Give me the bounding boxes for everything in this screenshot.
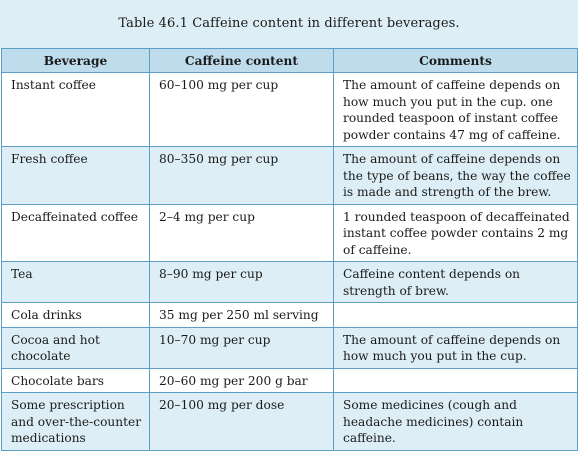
- table-row: Decaffeinated coffee 2–4 mg per cup 1 ro…: [1, 203, 578, 262]
- comments-cell: The amount of caffeine depends on the ty…: [333, 146, 578, 205]
- caffeine-cell: 10–70 mg per cup: [149, 326, 334, 369]
- table-row: Cocoa and hot chocolate 10–70 mg per cup…: [1, 326, 578, 369]
- comments-cell: [333, 367, 578, 393]
- comments-cell: The amount of caffeine depends on how mu…: [333, 72, 578, 147]
- table-body: Instant coffee 60–100 mg per cup The amo…: [1, 72, 578, 451]
- caffeine-cell: 60–100 mg per cup: [149, 72, 334, 147]
- comments-cell: [333, 302, 578, 328]
- comments-cell: The amount of caffeine depends on how mu…: [333, 326, 578, 369]
- caffeine-cell: 2–4 mg per cup: [149, 203, 334, 262]
- caffeine-cell: 20–100 mg per dose: [149, 392, 334, 451]
- header-caffeine-content: Caffeine content: [149, 48, 334, 73]
- beverage-cell: Tea: [1, 261, 150, 303]
- caffeine-cell: 8–90 mg per cup: [149, 261, 334, 303]
- table-row: Some prescription and over-the-counter m…: [1, 392, 578, 451]
- beverage-cell: Chocolate bars: [1, 367, 150, 393]
- header-comments: Comments: [333, 48, 578, 73]
- beverage-cell: Fresh coffee: [1, 146, 150, 205]
- caffeine-cell: 20–60 mg per 200 g bar: [149, 367, 334, 393]
- comments-cell: Caffeine content depends on strength of …: [333, 261, 578, 303]
- caffeine-table: Beverage Caffeine content Comments Insta…: [1, 48, 578, 451]
- table-row: Cola drinks 35 mg per 250 ml serving: [1, 302, 578, 328]
- beverage-cell: Cocoa and hot chocolate: [1, 326, 150, 369]
- table-header: Beverage Caffeine content Comments: [1, 48, 578, 73]
- beverage-cell: Cola drinks: [1, 302, 150, 328]
- header-beverage: Beverage: [1, 48, 150, 73]
- caffeine-cell: 35 mg per 250 ml serving: [149, 302, 334, 328]
- beverage-cell: Some prescription and over-the-counter m…: [1, 392, 150, 451]
- table-row: Instant coffee 60–100 mg per cup The amo…: [1, 72, 578, 147]
- comments-cell: Some medicines (cough and headache medic…: [333, 392, 578, 451]
- header-row: Beverage Caffeine content Comments: [1, 48, 578, 73]
- beverage-cell: Decaffeinated coffee: [1, 203, 150, 262]
- table-row: Fresh coffee 80–350 mg per cup The amoun…: [1, 146, 578, 205]
- beverage-cell: Instant coffee: [1, 72, 150, 147]
- table-row: Chocolate bars 20–60 mg per 200 g bar: [1, 367, 578, 393]
- table-caption: Table 46.1 Caffeine content in different…: [0, 0, 578, 48]
- caffeine-cell: 80–350 mg per cup: [149, 146, 334, 205]
- table-row: Tea 8–90 mg per cup Caffeine content dep…: [1, 261, 578, 303]
- comments-cell: 1 rounded teaspoon of decaffeinated inst…: [333, 203, 578, 262]
